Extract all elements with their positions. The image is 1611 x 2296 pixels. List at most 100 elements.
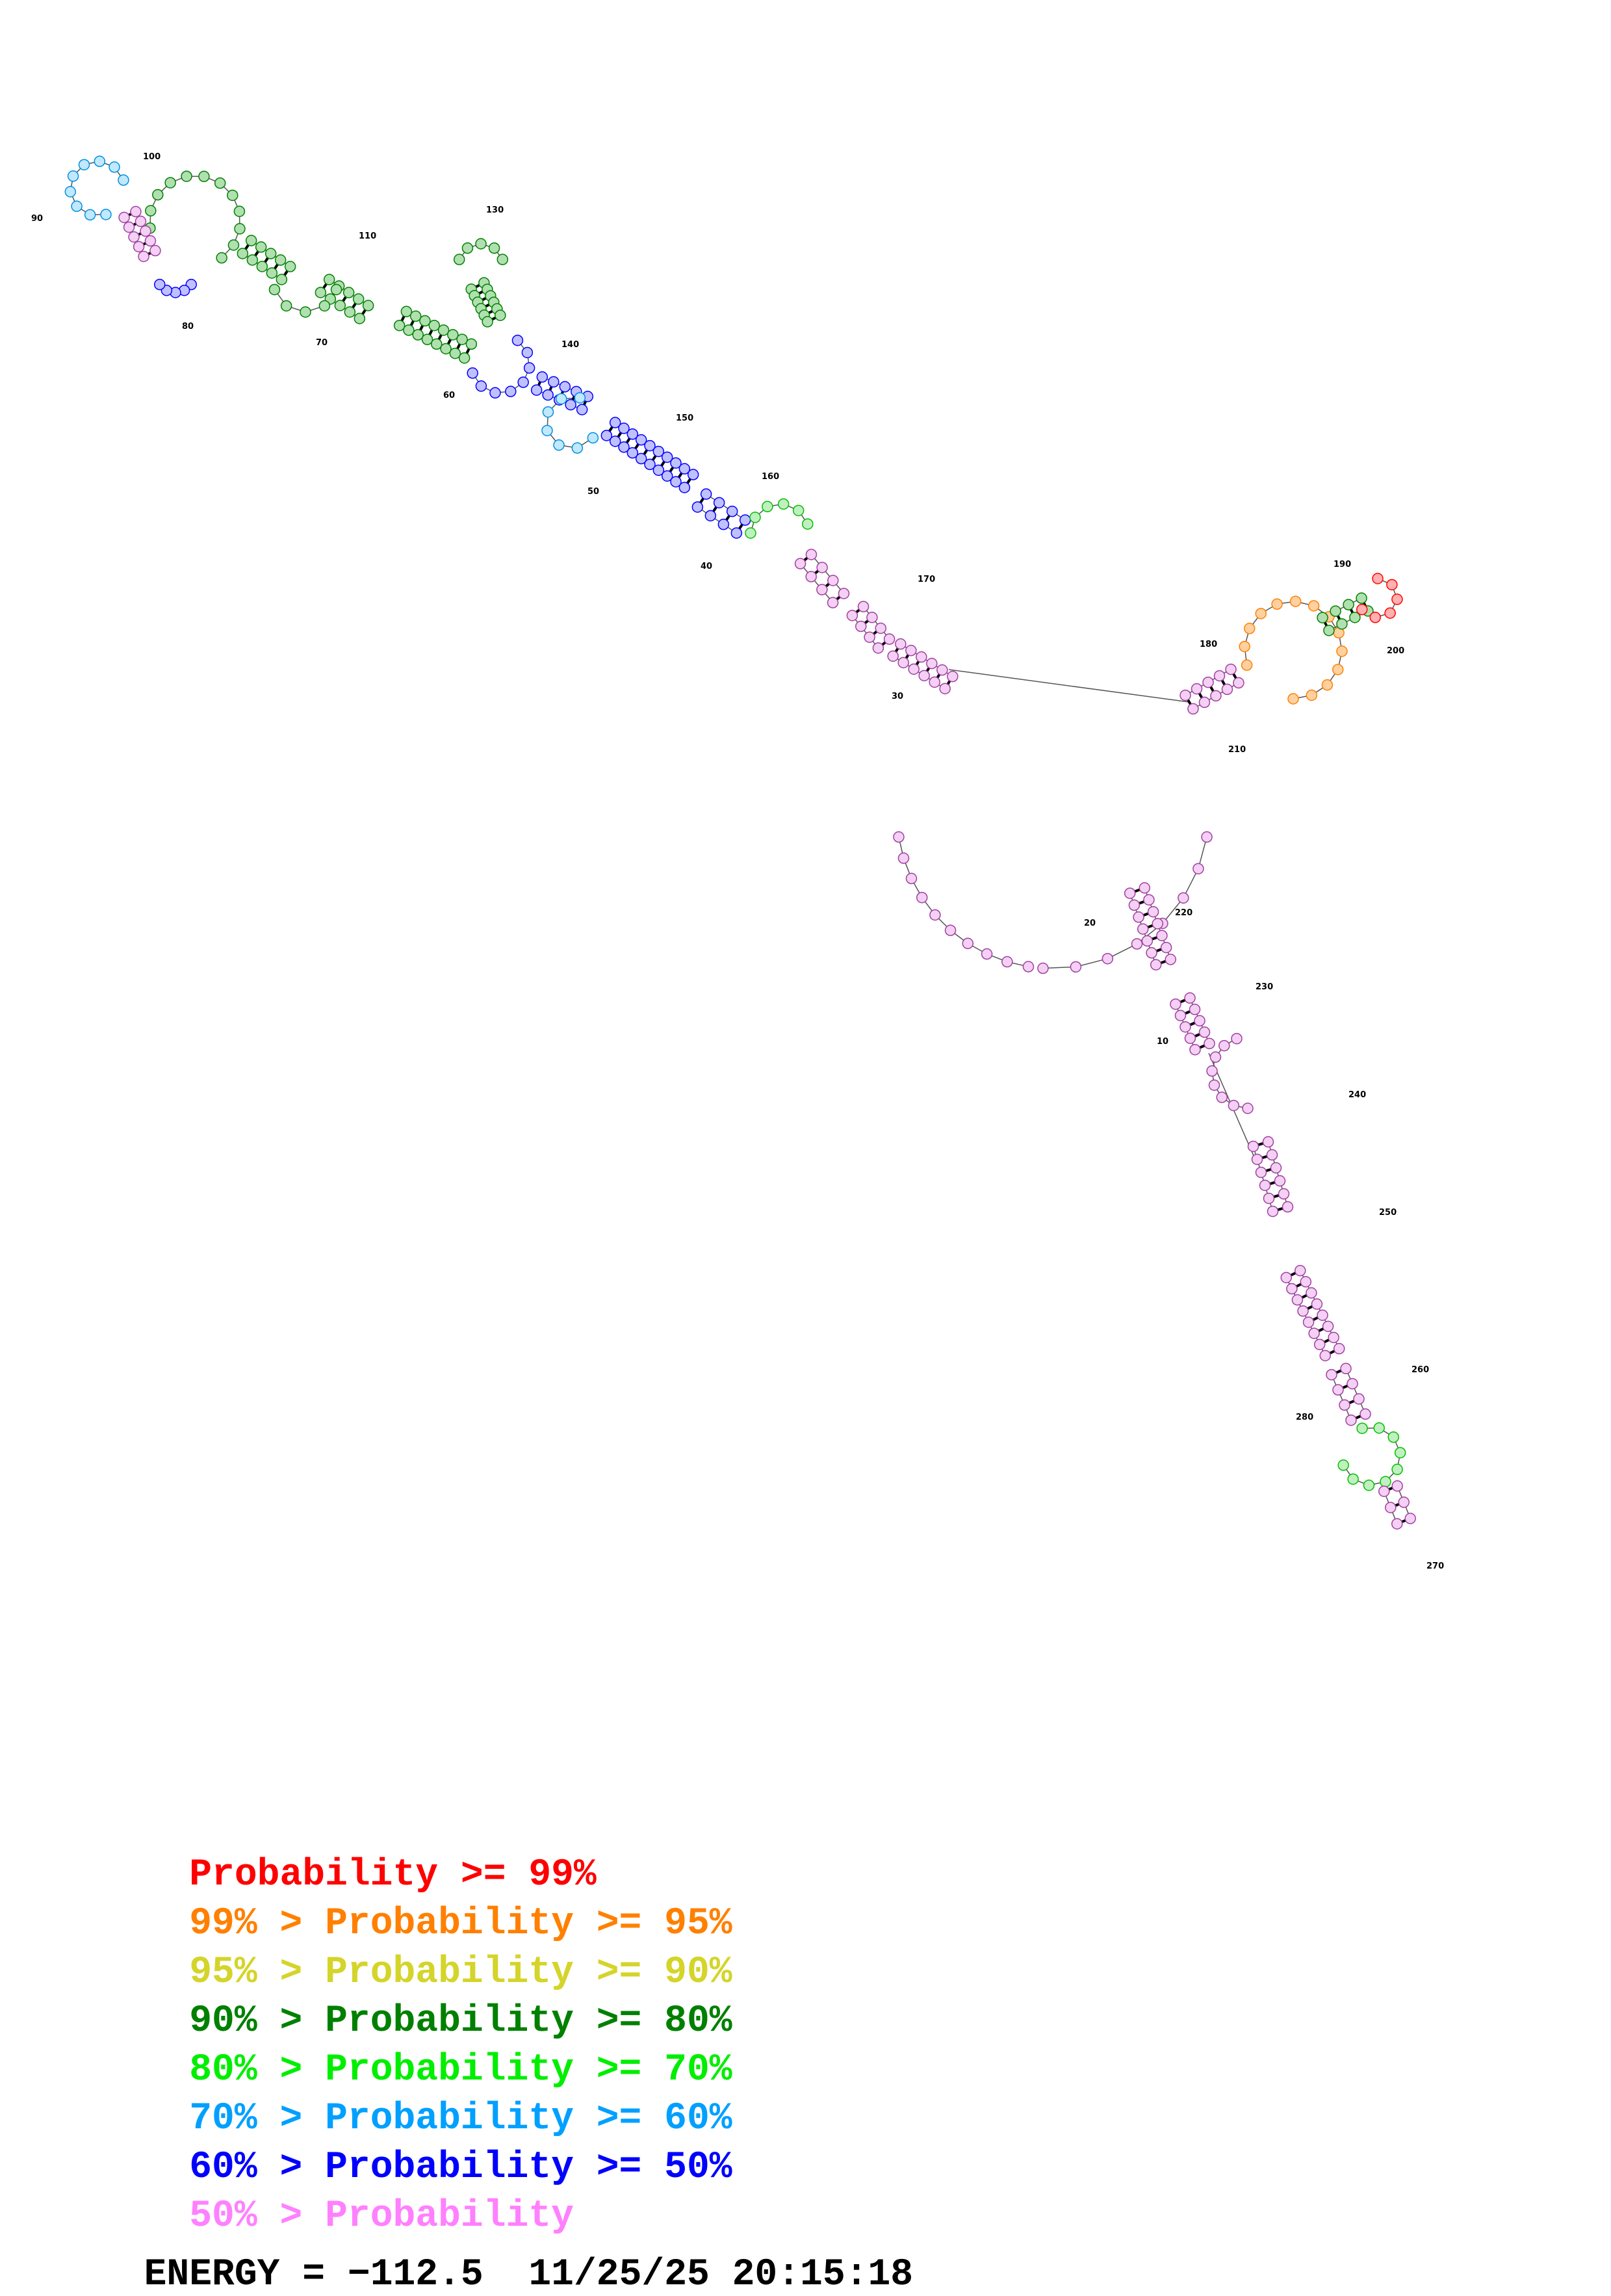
nucleotide xyxy=(1395,1448,1406,1458)
nucleotide xyxy=(1190,1004,1200,1015)
nucleotide xyxy=(556,393,567,404)
nucleotide xyxy=(1211,690,1221,701)
nucleotide xyxy=(1165,954,1176,965)
nucleotide xyxy=(1209,1080,1220,1090)
nucleotide xyxy=(856,621,866,632)
nucleotide xyxy=(1333,1385,1343,1395)
nucleotide xyxy=(1199,697,1209,707)
nucleotide xyxy=(1337,646,1347,657)
nucleotide xyxy=(79,159,89,170)
nucleotide xyxy=(489,243,500,254)
nucleotide xyxy=(124,222,135,232)
nucleotides xyxy=(65,156,1415,1529)
nucleotide xyxy=(1298,1306,1308,1316)
nucleotide xyxy=(1282,1202,1293,1212)
nucleotide xyxy=(354,313,365,324)
nucleotide xyxy=(441,343,451,354)
nucleotide xyxy=(129,231,139,242)
nucleotide xyxy=(806,549,816,560)
nucleotide xyxy=(1151,959,1161,970)
nucleotide xyxy=(65,187,75,197)
nucleotide xyxy=(331,284,342,294)
nucleotide xyxy=(1309,1328,1319,1338)
nucleotide xyxy=(1139,883,1150,893)
nucleotide xyxy=(1322,680,1332,690)
nucleotide xyxy=(119,212,129,222)
nucleotide xyxy=(838,588,849,599)
tick-label: 250 xyxy=(1379,1208,1397,1218)
nucleotide xyxy=(1341,1363,1351,1374)
nucleotide xyxy=(688,469,699,480)
nucleotide xyxy=(1306,690,1317,700)
nucleotide xyxy=(495,310,506,320)
nucleotide xyxy=(454,254,465,265)
nucleotide xyxy=(1190,1045,1200,1055)
nucleotide xyxy=(543,407,553,417)
nucleotide xyxy=(432,339,442,349)
energy-label: ENERGY = xyxy=(144,2254,348,2296)
nucleotide xyxy=(1347,1379,1358,1389)
nucleotide xyxy=(679,482,690,493)
nucleotide xyxy=(1070,961,1081,972)
nucleotide xyxy=(256,242,266,252)
tick-label: 240 xyxy=(1348,1090,1366,1100)
nucleotide xyxy=(199,171,209,181)
nucleotide xyxy=(906,873,916,883)
tick-label: 210 xyxy=(1228,745,1246,755)
nucleotide xyxy=(476,239,486,249)
nucleotide xyxy=(1125,888,1135,898)
nucleotide xyxy=(522,347,532,358)
nucleotide xyxy=(705,510,715,521)
nucleotide xyxy=(1392,594,1402,605)
nucleotide xyxy=(490,387,500,398)
nucleotide xyxy=(1268,1206,1278,1216)
nucleotide xyxy=(109,162,120,172)
nucleotide xyxy=(1281,1272,1291,1283)
nucleotide xyxy=(1204,1038,1215,1049)
nucleotide xyxy=(234,206,244,216)
nucleotide xyxy=(401,306,411,317)
nucleotide xyxy=(269,284,279,294)
backbone xyxy=(70,161,1410,1524)
nucleotide xyxy=(1392,1481,1402,1491)
nucleotide xyxy=(940,683,950,694)
nucleotide xyxy=(266,268,277,278)
nucleotide xyxy=(714,497,725,508)
nucleotide xyxy=(1233,677,1244,688)
nucleotide xyxy=(466,339,476,349)
nucleotide xyxy=(181,171,192,181)
nucleotide xyxy=(439,325,449,335)
tick-label: 10 xyxy=(1157,1037,1168,1047)
nucleotide xyxy=(806,571,816,582)
base-pair-bonds xyxy=(124,212,1410,1524)
nucleotide xyxy=(459,353,470,363)
tick-label: 160 xyxy=(762,472,779,482)
nucleotide xyxy=(982,949,992,959)
nucleotide xyxy=(1180,1022,1191,1032)
nucleotide xyxy=(1320,1350,1330,1361)
nucleotide xyxy=(548,376,559,387)
nucleotide xyxy=(537,372,547,382)
nucleotide xyxy=(1374,1423,1384,1433)
tick-label: 150 xyxy=(676,413,693,423)
nucleotide xyxy=(404,325,414,335)
nucleotide xyxy=(227,190,238,200)
nucleotide xyxy=(146,205,156,216)
nucleotide xyxy=(888,651,898,661)
nucleotide xyxy=(1398,1497,1409,1507)
nucleotide xyxy=(1239,642,1250,652)
nucleotide xyxy=(228,240,238,250)
nucleotide xyxy=(574,393,585,403)
nucleotide xyxy=(1304,1317,1314,1327)
nucleotide xyxy=(1203,677,1213,688)
nucleotide xyxy=(898,657,909,668)
backbone-segment xyxy=(949,670,1189,702)
nucleotide xyxy=(1267,1150,1277,1160)
tick-label: 130 xyxy=(486,205,504,215)
nucleotide xyxy=(1231,1034,1242,1044)
nucleotide xyxy=(946,925,956,935)
nucleotide xyxy=(793,505,804,515)
nucleotide xyxy=(875,623,886,633)
nucleotide xyxy=(929,677,940,687)
nucleotide xyxy=(1038,963,1048,974)
